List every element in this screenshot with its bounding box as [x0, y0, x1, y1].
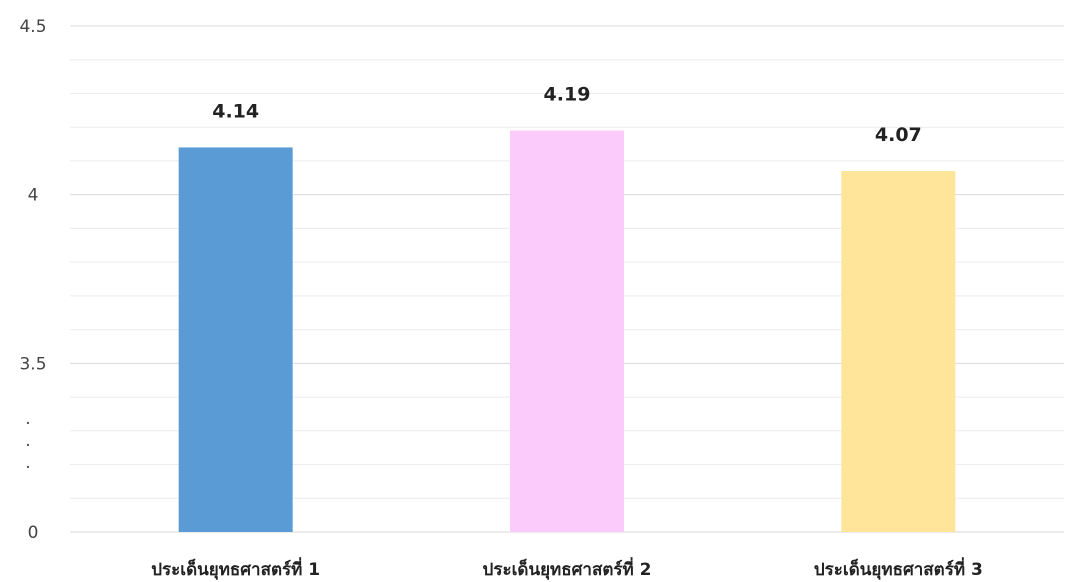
axis-break-marker: ... — [25, 409, 30, 473]
x-axis-ticks: ประเด็นยุทธศาสตร์ที่ 1 ประเด็นยุทธศาสตร์ท… — [151, 557, 983, 580]
x-tick-label-3: ประเด็นยุทธศาสตร์ที่ 3 — [814, 557, 983, 580]
x-tick-label-1: ประเด็นยุทธศาสตร์ที่ 1 — [151, 557, 320, 580]
data-label-2: 4.19 — [544, 84, 591, 106]
y-axis-ticks: 0 3.5 4 4.5 — [19, 17, 46, 543]
bar-1 — [178, 147, 293, 532]
axis-break-dot: . — [25, 431, 30, 451]
bars — [178, 130, 956, 532]
x-tick-label-2: ประเด็นยุทธศาสตร์ที่ 2 — [483, 557, 652, 580]
axis-break-dot: . — [25, 453, 30, 473]
bar-2 — [510, 130, 624, 532]
y-tick-label: 4.5 — [19, 17, 46, 37]
axis-break-dot: . — [25, 409, 30, 429]
y-tick-label: 0 — [28, 523, 39, 543]
data-label-3: 4.07 — [875, 124, 922, 146]
y-tick-label: 3.5 — [19, 354, 46, 374]
y-tick-label: 4 — [28, 186, 39, 206]
data-label-1: 4.14 — [212, 100, 259, 122]
bar-3 — [841, 171, 956, 532]
data-labels: 4.14 4.19 4.07 — [212, 84, 922, 146]
